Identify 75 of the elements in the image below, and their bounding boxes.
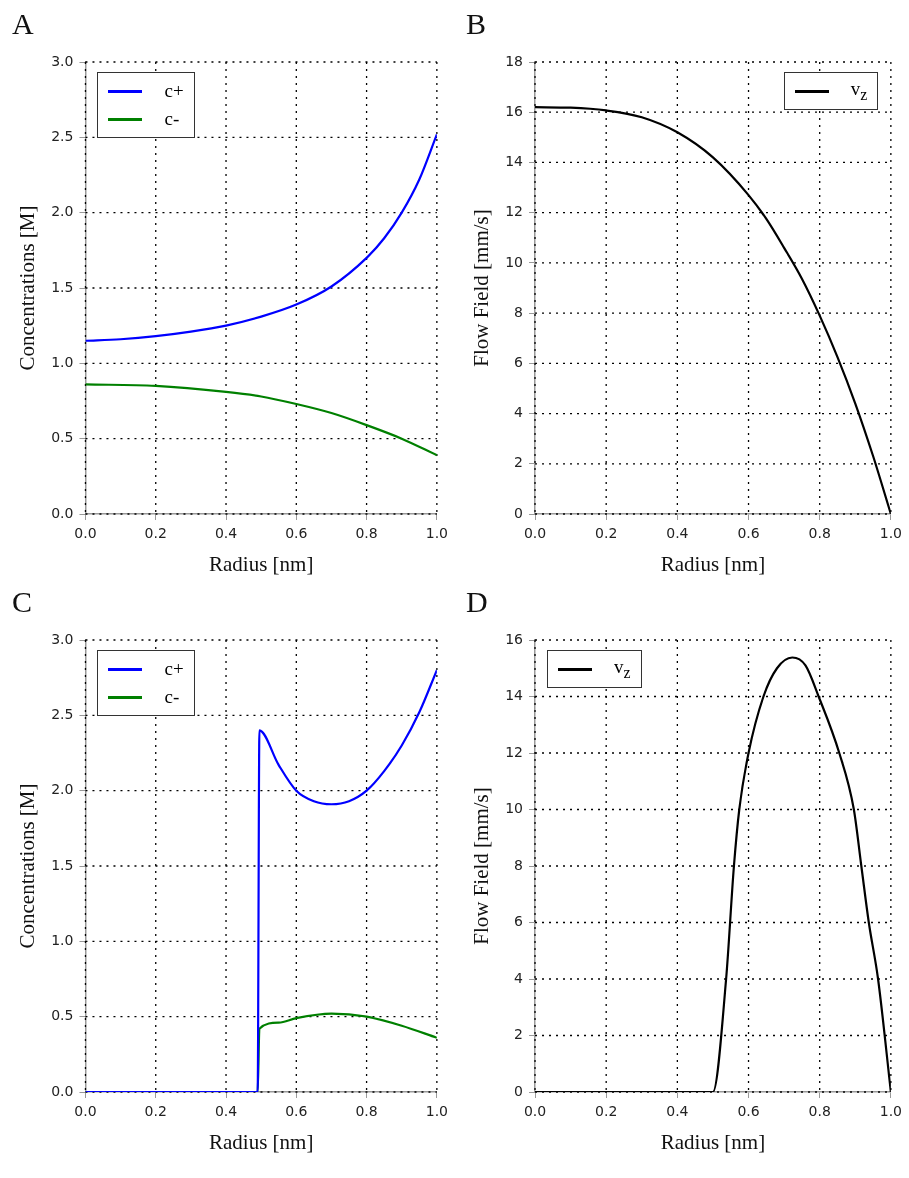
chart-title: C: [12, 584, 33, 618]
y-tick-label: 2.5: [51, 127, 74, 144]
y-tick-label: 1.5: [51, 278, 74, 295]
y-tick-label: 2.5: [51, 705, 74, 722]
y-tick-label: 12: [505, 203, 524, 220]
chart-title: B: [466, 6, 487, 40]
line-series: [85, 383, 437, 457]
y-axis-title: Concentrations [M]: [15, 205, 40, 371]
line-series: [85, 133, 437, 342]
chart-title: A: [12, 6, 34, 40]
x-tick-label: 1.0: [425, 1103, 448, 1120]
legend-label: c+: [164, 658, 184, 680]
y-tick-label: 14: [505, 153, 524, 170]
x-tick-label: 0.8: [355, 1103, 378, 1120]
y-tick-label: 4: [514, 404, 524, 421]
x-tick-label: 0.8: [355, 525, 378, 542]
y-tick-label: 0.0: [51, 1082, 74, 1099]
x-axis-title: Radius [nm]: [208, 1129, 314, 1154]
x-tick-label: 0.2: [144, 525, 167, 542]
y-axis-title: Concentrations [M]: [15, 783, 40, 949]
y-tick-label: 3.0: [51, 630, 74, 647]
y-tick-label: 6: [514, 913, 524, 930]
y-tick-label: 16: [505, 102, 524, 119]
y-tick-label: 12: [505, 743, 524, 760]
y-tick-label: 10: [505, 253, 524, 270]
y-tick-label: 4: [514, 969, 524, 986]
y-tick-label: 0: [514, 1082, 524, 1099]
legend-label: c-: [164, 686, 180, 708]
y-tick-label: 0.0: [51, 504, 74, 521]
y-tick-label: 3.0: [51, 52, 74, 69]
x-tick-label: 0.2: [595, 525, 618, 542]
y-axis-title: Flow Field [mm/s]: [469, 209, 494, 367]
y-tick-label: 2.0: [51, 781, 74, 798]
y-tick-label: 14: [505, 687, 524, 704]
x-tick-label: 0.0: [74, 525, 97, 542]
y-tick-label: 16: [505, 630, 524, 647]
x-tick-label: 0.4: [214, 525, 238, 542]
y-tick-label: 1.5: [51, 856, 74, 873]
y-tick-label: 0.5: [51, 429, 74, 446]
x-axis-title: Radius [nm]: [208, 551, 314, 576]
y-tick-label: 2.0: [51, 203, 74, 220]
y-tick-label: 10: [505, 800, 524, 817]
x-axis-title: Radius [nm]: [660, 1129, 766, 1154]
x-tick-label: 0.6: [737, 525, 760, 542]
y-tick-label: 8: [514, 856, 524, 873]
x-tick-label: 0.2: [595, 1103, 618, 1120]
x-tick-label: 0.6: [285, 525, 308, 542]
x-tick-label: 0.6: [285, 1103, 308, 1120]
x-tick-label: 0.4: [666, 525, 689, 542]
legend-label: v$_{z}$: [850, 78, 868, 104]
y-tick-label: 2: [514, 1026, 524, 1043]
x-tick-label: 0.8: [808, 525, 831, 542]
y-tick-label: 1.0: [51, 931, 74, 948]
y-axis-title: Flow Field [mm/s]: [469, 787, 494, 945]
y-tick-label: 1.0: [51, 353, 74, 370]
legend-label: v$_{z}$: [614, 656, 631, 682]
chart-title: D: [466, 584, 488, 618]
y-tick-label: 8: [514, 303, 524, 320]
x-tick-label: 0.2: [144, 1103, 167, 1120]
y-tick-label: 6: [514, 353, 524, 370]
y-tick-label: 2: [514, 454, 524, 471]
x-tick-label: 0.4: [666, 1103, 689, 1120]
x-tick-label: 0.4: [214, 1103, 238, 1120]
y-tick-label: 18: [505, 52, 524, 69]
x-tick-label: 1.0: [425, 525, 448, 542]
x-tick-label: 1.0: [879, 525, 902, 542]
x-tick-label: 0.0: [74, 1103, 97, 1120]
x-tick-label: 1.0: [879, 1103, 902, 1120]
x-tick-label: 0.6: [737, 1103, 760, 1120]
legend-label: c+: [164, 80, 184, 102]
x-axis-title: Radius [nm]: [660, 551, 766, 576]
x-tick-label: 0.8: [808, 1103, 831, 1120]
legend-label: c-: [164, 108, 180, 130]
y-tick-label: 0.5: [51, 1007, 74, 1024]
y-tick-label: 0: [514, 504, 524, 521]
